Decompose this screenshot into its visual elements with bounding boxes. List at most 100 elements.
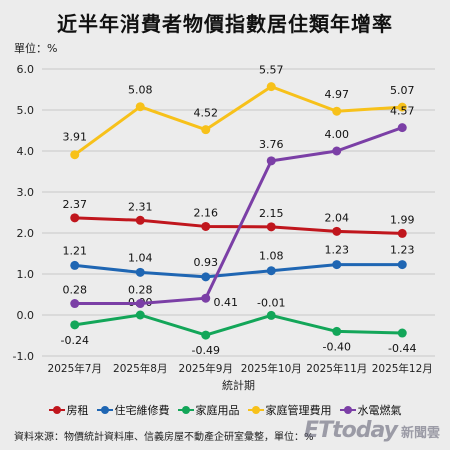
data-point (201, 293, 211, 303)
data-point (70, 320, 80, 330)
series-line (74, 126, 403, 306)
data-point (135, 310, 145, 320)
x-tick-label: 2025年10月 (241, 362, 302, 375)
data-label: 4.52 (194, 107, 219, 120)
chart-title: 近半年消費者物價指數居住類年增率 (57, 12, 393, 36)
x-tick-label: 2025年8月 (113, 362, 167, 375)
source-note: 資料來源：物價統計資料庫、信義房屋不動產企研室彙整，單位：% (14, 432, 314, 443)
data-label: 2.04 (325, 211, 350, 224)
data-label: -0.01 (257, 296, 285, 309)
legend-label: 家庭管理費用 (265, 404, 332, 417)
data-label: 1.08 (259, 250, 284, 263)
data-label: 0.41 (214, 296, 239, 309)
y-tick-label: 5.0 (17, 104, 35, 117)
legend-swatch-icon (48, 405, 65, 415)
x-tick-label: 2025年12月 (372, 362, 433, 375)
legend-swatch-icon (96, 405, 113, 415)
data-label: 0.93 (194, 256, 219, 269)
y-tick-label: 4.0 (17, 145, 35, 158)
data-point (266, 222, 276, 232)
legend-label: 房租 (66, 404, 89, 417)
data-label: 5.07 (390, 84, 415, 97)
brand-sub: 新聞雲 (400, 426, 440, 441)
line-chart: 6.0 5.0 4.0 3.0 2.0 1.0 0.0 -1.0 2025年7月 2025年8月 2… (13, 63, 435, 392)
data-label: 1.23 (390, 244, 415, 257)
x-tick-label: 2025年7月 (48, 362, 102, 375)
data-label: 4.97 (325, 88, 350, 101)
y-tick-label: 2.0 (17, 227, 35, 240)
data-point (332, 146, 342, 156)
data-point (201, 125, 211, 135)
data-label: 2.37 (63, 198, 88, 211)
data-point (201, 221, 211, 231)
data-point (70, 213, 80, 223)
y-tick-label: 3.0 (17, 186, 35, 199)
data-point (135, 299, 145, 309)
data-label: 5.08 (128, 84, 153, 97)
data-label: 1.04 (128, 251, 153, 264)
data-point (397, 102, 407, 112)
legend-swatch-icon (247, 405, 264, 415)
data-label: 4.00 (325, 128, 350, 141)
data-label: -0.40 (323, 340, 351, 353)
data-point (332, 226, 342, 236)
data-point (397, 260, 407, 270)
data-point (70, 150, 80, 160)
data-point (332, 106, 342, 116)
legend-swatch-icon (177, 405, 194, 415)
legend-item-rent: 房租 (48, 402, 89, 418)
legend-item-utilities: 水電燃氣 (339, 402, 402, 418)
data-label: 1.23 (325, 244, 350, 257)
data-label: -0.24 (61, 334, 89, 347)
x-axis-title: 統計期 (222, 378, 255, 392)
data-point (332, 326, 342, 336)
legend-item-household-management: 家庭管理費用 (247, 402, 332, 418)
data-label: 2.16 (194, 206, 219, 219)
x-tick-label: 2025年11月 (306, 362, 367, 375)
data-point (266, 82, 276, 92)
data-point (135, 215, 145, 225)
data-point (135, 102, 145, 112)
data-label: 3.76 (259, 138, 284, 151)
data-label: 2.15 (259, 207, 284, 220)
data-point (70, 260, 80, 270)
y-tick-label: 6.0 (17, 63, 35, 76)
x-tick-label: 2025年9月 (179, 362, 233, 375)
brand-watermark: ETtoday 新聞雲 (304, 418, 440, 443)
data-label: 0.28 (63, 284, 88, 297)
y-tick-label: 1.0 (17, 268, 35, 281)
legend-label: 住宅維修費 (114, 404, 170, 417)
data-label: -0.44 (388, 342, 416, 355)
y-tick-label: 0.0 (17, 309, 35, 322)
brand-logo: ETtoday (304, 418, 398, 443)
data-label: 2.31 (128, 200, 153, 213)
data-label: 0.28 (128, 284, 153, 297)
data-label: 5.57 (259, 64, 284, 77)
y-tick-label: -1.0 (13, 350, 34, 363)
data-point (397, 123, 407, 133)
data-point (397, 328, 407, 338)
data-point (266, 156, 276, 166)
data-point (201, 272, 211, 282)
data-point (201, 330, 211, 340)
data-label: -0.49 (192, 344, 220, 357)
legend-swatch-icon (339, 405, 356, 415)
data-label: 1.21 (63, 244, 88, 257)
series-line (74, 263, 403, 279)
legend-label: 家庭用品 (195, 404, 240, 417)
data-label: 4.57 (390, 105, 415, 118)
data-point (70, 299, 80, 309)
legend-item-repair: 住宅維修費 (96, 402, 170, 418)
legend-item-household-goods: 家庭用品 (177, 402, 240, 418)
legend-label: 水電燃氣 (357, 404, 402, 417)
data-label: 3.91 (63, 131, 88, 144)
data-label: 1.99 (390, 213, 415, 226)
data-point (266, 310, 276, 320)
legend: 房租 住宅維修費 家庭用品 家庭管理費用 水電燃氣 (0, 402, 450, 418)
data-point (266, 266, 276, 276)
data-point (397, 228, 407, 238)
series-line (73, 85, 403, 156)
series-line (74, 313, 403, 337)
data-point (135, 267, 145, 277)
data-point (332, 260, 342, 270)
